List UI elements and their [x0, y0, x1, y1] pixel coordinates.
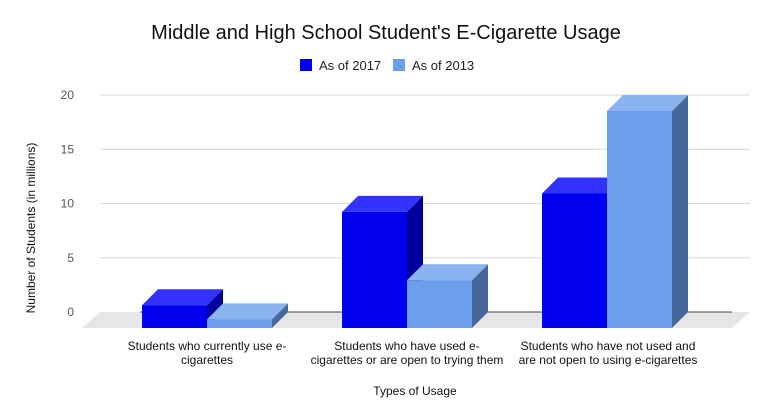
x-axis-categories: Students who currently use e-cigarettes S… — [128, 339, 698, 367]
category-label: are not open to using e-cigarettes — [519, 353, 698, 367]
bar-side — [472, 264, 488, 328]
bar-top — [542, 177, 623, 194]
legend-label-2013: As of 2013 — [412, 58, 474, 73]
bar-top — [407, 264, 488, 281]
x-axis-label: Types of Usage — [373, 384, 457, 398]
bar-top — [607, 95, 688, 111]
bars-layer — [142, 95, 688, 328]
bar-2013-3 — [607, 95, 688, 328]
bar-side — [672, 95, 688, 328]
y-tick-label: 15 — [61, 142, 75, 156]
legend-label-2017: As of 2017 — [319, 58, 381, 73]
y-tick-label: 10 — [61, 197, 75, 211]
bar-front — [542, 193, 607, 328]
bar-top — [207, 303, 288, 320]
legend-swatch-2013 — [393, 59, 405, 71]
bar-top — [342, 195, 423, 212]
bar-2013-2 — [407, 264, 488, 328]
legend-swatch-2017 — [300, 59, 312, 71]
bar-2017-1 — [142, 289, 223, 328]
bar-front — [607, 111, 672, 328]
legend: As of 2017 As of 2013 — [300, 58, 474, 73]
chart-title: Middle and High School Student's E-Cigar… — [151, 22, 621, 44]
y-axis-label: Number of Students (in millions) — [24, 143, 38, 314]
category-label: cigarettes — [181, 353, 233, 367]
category-label: Students who have not used and — [521, 339, 696, 353]
bar-side — [272, 303, 288, 328]
y-tick-label: 20 — [61, 88, 75, 102]
bar-front — [342, 211, 407, 328]
category-label: cigarettes or are open to trying them — [311, 353, 504, 367]
bar-2013-1 — [207, 303, 288, 328]
bar-front — [207, 319, 272, 328]
y-axis-ticks: 0 5 10 15 20 — [61, 88, 75, 319]
bar-front — [142, 305, 207, 328]
category-label: Students who have used e- — [334, 339, 479, 353]
bar-front — [407, 280, 472, 328]
bar-top — [142, 289, 223, 306]
y-tick-label: 0 — [67, 305, 74, 319]
category-label: Students who currently use e- — [128, 339, 287, 353]
y-tick-label: 5 — [67, 251, 74, 265]
